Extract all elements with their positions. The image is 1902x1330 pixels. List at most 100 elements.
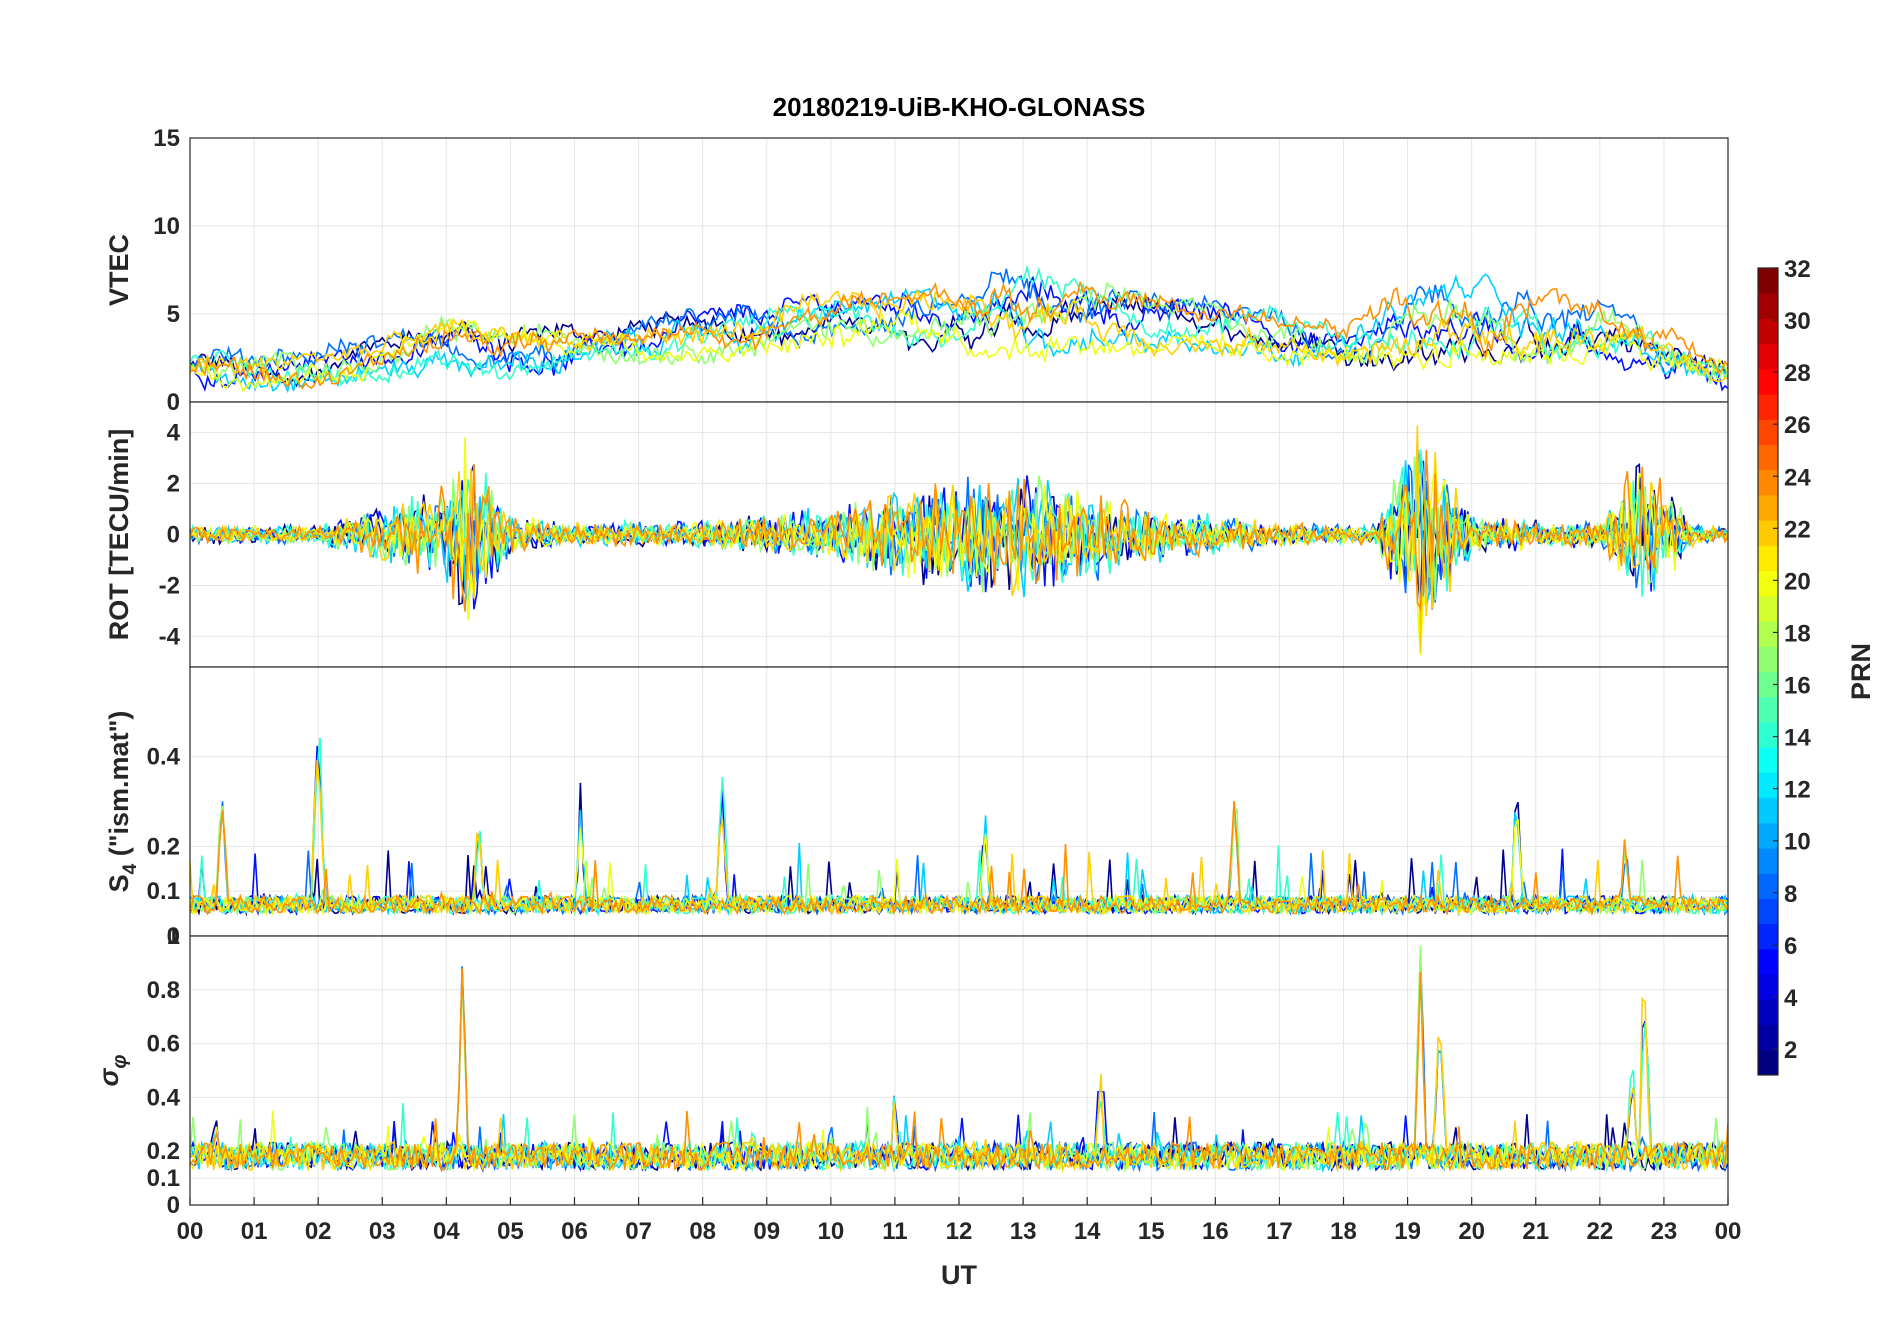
colorbar-segment	[1758, 494, 1778, 521]
x-tick-label: 09	[753, 1218, 780, 1245]
x-tick-label: 00	[1715, 1218, 1742, 1245]
colorbar-tick-label: 26	[1784, 412, 1811, 439]
colorbar-segment	[1758, 797, 1778, 824]
colorbar-segment	[1758, 822, 1778, 849]
series-line	[190, 801, 1728, 917]
x-tick-label: 15	[1138, 1218, 1165, 1245]
y-tick-label: 0	[167, 923, 180, 950]
x-tick-label: 22	[1586, 1218, 1613, 1245]
y-tick-label: 15	[153, 125, 180, 152]
colorbar-segment	[1758, 948, 1778, 975]
y-tick-label: 2	[167, 471, 180, 498]
colorbar-segment	[1758, 923, 1778, 950]
colorbar-segment	[1758, 646, 1778, 672]
colorbar-tick-label: 30	[1784, 308, 1811, 335]
colorbar-tick-label: 4	[1784, 985, 1798, 1012]
colorbar-segment	[1758, 1049, 1778, 1076]
colorbar-segment	[1758, 318, 1778, 345]
panel-s4: 00.10.20.4S4 ("ism.mat")	[104, 666, 1729, 950]
chart-title: 20180219-UiB-KHO-GLONASS	[773, 92, 1146, 122]
colorbar-tick-label: 32	[1784, 256, 1811, 283]
x-tick-label: 07	[625, 1218, 652, 1245]
colorbar-segment	[1758, 747, 1778, 773]
colorbar-segment	[1758, 772, 1778, 799]
y-axis-label: ROT [TECU/min]	[104, 429, 134, 640]
y-tick-label: 0.2	[147, 833, 180, 860]
y-label-main: S	[104, 874, 134, 892]
panel-rot: -4 -2 0 2 4 ROT [TECU/min]	[104, 401, 1729, 668]
x-tick-label: 17	[1266, 1218, 1293, 1245]
x-tick-label: 03	[369, 1218, 396, 1245]
colorbar-tick-label: 10	[1784, 829, 1811, 856]
colorbar-segment	[1758, 293, 1778, 319]
series-traces	[190, 737, 1728, 917]
y-tick-label: 0	[167, 522, 180, 549]
series-line	[190, 273, 1728, 394]
colorbar-segment	[1758, 873, 1778, 899]
series-line	[190, 968, 1728, 1173]
colorbar-segment	[1758, 595, 1778, 622]
x-tick-label: 05	[497, 1218, 524, 1245]
y-tick-label: 0.1	[147, 878, 180, 905]
y-tick-label: 0.4	[147, 1084, 181, 1111]
x-tick-label: 06	[561, 1218, 588, 1245]
x-tick-label: 14	[1074, 1218, 1101, 1245]
colorbar-tick-label: 24	[1784, 464, 1811, 491]
colorbar-segment	[1758, 974, 1778, 1000]
y-axis-label: VTEC	[104, 234, 134, 306]
x-tick-label: 13	[1010, 1218, 1037, 1245]
colorbar-segment	[1758, 721, 1778, 748]
x-tick-label: 11	[882, 1218, 907, 1245]
colorbar-border	[1757, 267, 1779, 1076]
y-label-sub: 4	[120, 863, 141, 874]
y-tick-label: 4	[167, 420, 181, 447]
colorbar-segment	[1758, 696, 1778, 723]
x-tick-label: 00	[177, 1218, 204, 1245]
colorbar-tick-label: 22	[1784, 516, 1811, 543]
y-tick-label: 0.2	[147, 1138, 180, 1165]
panel-vtec: 0 5 10 15 VTEC	[104, 125, 1729, 416]
series-line	[190, 818, 1728, 917]
colorbar-label: PRN	[1846, 643, 1876, 700]
series-traces	[190, 425, 1728, 656]
colorbar-tick-label: 2	[1784, 1037, 1797, 1064]
y-axis-label: σφ	[94, 1055, 131, 1087]
y-tick-label: 1	[167, 923, 180, 950]
y-tick-label: -2	[159, 572, 180, 599]
colorbar-tick-label: 12	[1784, 777, 1811, 804]
series-line	[190, 281, 1728, 390]
x-tick-label: 08	[689, 1218, 716, 1245]
colorbar-tick-label: 14	[1784, 725, 1811, 752]
colorbar-tick-label: 18	[1784, 620, 1811, 647]
x-tick-label: 18	[1330, 1218, 1357, 1245]
series-line	[190, 291, 1728, 388]
x-tick-label: 16	[1202, 1218, 1229, 1245]
y-tick-label: 0.1	[147, 1165, 180, 1192]
y-label-rest: ("ism.mat")	[104, 711, 134, 864]
y-tick-label: 5	[167, 301, 180, 328]
series-line	[190, 996, 1728, 1174]
x-axis-ticks: 00 01 02 03 04 05 06 07 08 09 10 11 12 13 14 15 16 17 18 19…	[177, 1197, 1742, 1245]
x-tick-label: 01	[241, 1218, 268, 1245]
colorbar-segment	[1758, 268, 1778, 294]
x-axis-label: UT	[941, 1260, 977, 1290]
colorbar-tick-label: 28	[1784, 360, 1811, 387]
series-traces	[190, 945, 1728, 1174]
series-line	[190, 450, 1728, 612]
colorbar-segment	[1758, 848, 1778, 874]
y-tick-label: -4	[159, 623, 181, 650]
y-label-main: σ	[94, 1068, 124, 1087]
y-tick-label: 0.8	[147, 977, 180, 1004]
colorbar-tick-label: 6	[1784, 933, 1797, 960]
colorbar-segment	[1758, 545, 1778, 572]
y-axis-label: S4 ("ism.mat")	[104, 711, 141, 893]
y-tick-label: 0.4	[147, 744, 181, 771]
series-line	[190, 288, 1728, 383]
series-traces	[190, 264, 1728, 394]
colorbar-tick-label: 20	[1784, 568, 1811, 595]
series-line	[190, 1114, 1728, 1173]
colorbar-segment	[1758, 444, 1778, 471]
